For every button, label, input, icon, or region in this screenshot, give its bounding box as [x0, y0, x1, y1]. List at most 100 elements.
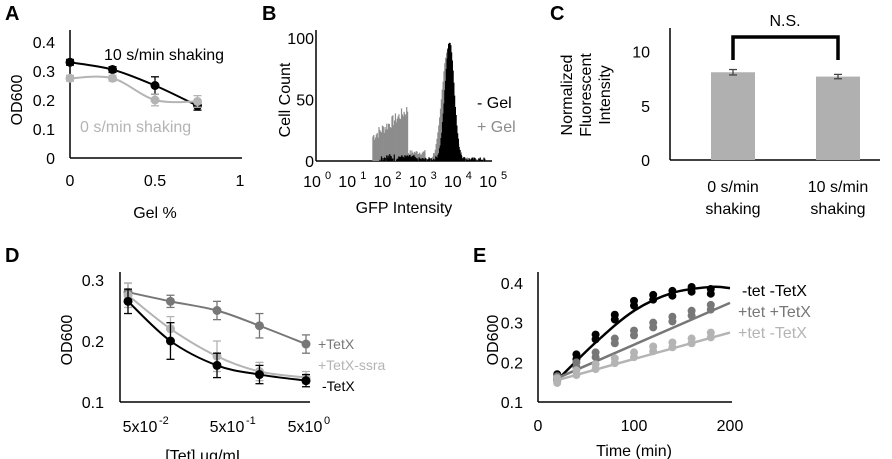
histogram-bar	[404, 113, 406, 161]
histogram-bar	[396, 158, 398, 161]
plus-gel-histogram	[372, 50, 485, 161]
y-axis-title: Cell Count	[277, 62, 294, 137]
y-tick-label: 10	[632, 45, 650, 62]
histogram-bar	[439, 145, 441, 161]
fit-line	[556, 331, 731, 382]
histogram-bar	[480, 159, 482, 161]
histogram-bar	[380, 131, 382, 161]
histogram-bar	[421, 158, 423, 161]
y-tick-label: 0.3	[82, 273, 104, 290]
histogram-bar	[431, 160, 433, 161]
histogram-bar	[441, 122, 444, 161]
histogram-bar	[380, 156, 383, 161]
histogram-bar	[425, 158, 427, 161]
histogram-bar	[481, 159, 483, 161]
histogram-bar	[378, 127, 380, 161]
histogram-bar	[406, 155, 408, 161]
histogram-bar	[444, 90, 446, 161]
x-tick-exponent: 0	[325, 170, 331, 182]
histogram-bar	[443, 103, 445, 161]
x-tick-label: 10	[479, 174, 497, 191]
x-tick-exponent: 0	[324, 415, 330, 427]
histogram-bar	[402, 156, 404, 161]
data-point	[65, 73, 75, 83]
y-tick-label: 0.2	[33, 93, 55, 110]
histogram-bar	[429, 158, 431, 161]
x-tick-exponent: 1	[360, 170, 366, 182]
series-label: +tet +TetX	[738, 304, 811, 321]
histogram-bar	[420, 158, 422, 161]
histogram-bar	[387, 129, 389, 161]
histogram-bar	[406, 107, 408, 161]
data-point	[668, 343, 677, 352]
x-tick-label: 10	[303, 174, 321, 191]
y-tick-label: 0.2	[501, 355, 523, 372]
histogram-bar	[436, 157, 438, 161]
histogram-bar	[478, 158, 481, 161]
x-category-label: 10 s/min	[808, 179, 868, 196]
histogram-bar	[401, 114, 403, 161]
y-tick-label: 0.1	[501, 395, 523, 412]
histogram-bar	[435, 144, 437, 161]
x-tick-label: 0.5	[144, 173, 166, 190]
x-tick-label: 10	[374, 174, 392, 191]
histogram-bar	[454, 106, 456, 161]
histogram-bar	[416, 157, 418, 161]
histogram-bar	[419, 152, 421, 161]
series-label: +tet -TetX	[738, 325, 807, 342]
histogram-bar	[441, 132, 443, 161]
histogram-bar	[384, 127, 386, 161]
histogram-bar	[462, 158, 464, 161]
histogram-bar	[410, 157, 412, 161]
data-point	[301, 376, 311, 386]
histogram-bar	[475, 159, 477, 161]
y-tick-label: 0	[641, 153, 650, 170]
histogram-bar	[449, 42, 451, 161]
data-point	[108, 65, 117, 75]
data-point	[123, 296, 133, 306]
y-tick-label: 0.1	[82, 395, 104, 412]
histogram-bar	[434, 149, 436, 161]
x-category-label: shaking	[810, 201, 865, 218]
histogram-bar	[470, 158, 472, 161]
histogram-bar	[405, 156, 407, 161]
histogram-bar	[389, 127, 391, 161]
y-tick-label: 0.2	[82, 334, 104, 351]
data-point	[706, 305, 715, 314]
histogram-bar	[466, 159, 468, 161]
histogram-bar	[438, 153, 440, 161]
histogram-bar	[437, 154, 439, 161]
histogram-bar	[435, 156, 437, 161]
data-point	[108, 73, 117, 83]
histogram-bar	[479, 157, 481, 161]
histogram-bar	[413, 151, 416, 161]
histogram-bar	[446, 58, 448, 161]
histogram-bar	[408, 156, 410, 161]
x-tick-exponent: -1	[246, 415, 256, 427]
error-bar	[834, 73, 842, 80]
data-point	[591, 365, 600, 374]
histogram-bar	[405, 115, 407, 161]
histogram-bar	[466, 157, 468, 161]
histogram-bar	[384, 157, 386, 161]
histogram-bar	[386, 155, 388, 161]
histogram-bar	[386, 157, 389, 161]
histogram-bar	[451, 52, 453, 161]
histogram-bar	[468, 158, 470, 161]
histogram-bar	[476, 160, 478, 161]
series-line	[69, 61, 198, 107]
histogram-bar	[393, 154, 395, 161]
x-tick-label: 1	[236, 173, 245, 190]
histogram-bar	[484, 158, 486, 161]
histogram-bar	[387, 123, 390, 161]
histogram-bar	[432, 160, 434, 161]
histogram-bar	[391, 116, 393, 161]
histogram-bar	[374, 137, 377, 161]
y-axis-title: Fluorescent	[578, 53, 595, 137]
histogram-bar	[457, 138, 460, 161]
histogram-bar	[463, 157, 465, 161]
histogram-bar	[419, 154, 422, 161]
y-tick-label: 0.3	[501, 316, 523, 333]
histogram-bar	[389, 154, 391, 161]
bar	[816, 76, 860, 160]
